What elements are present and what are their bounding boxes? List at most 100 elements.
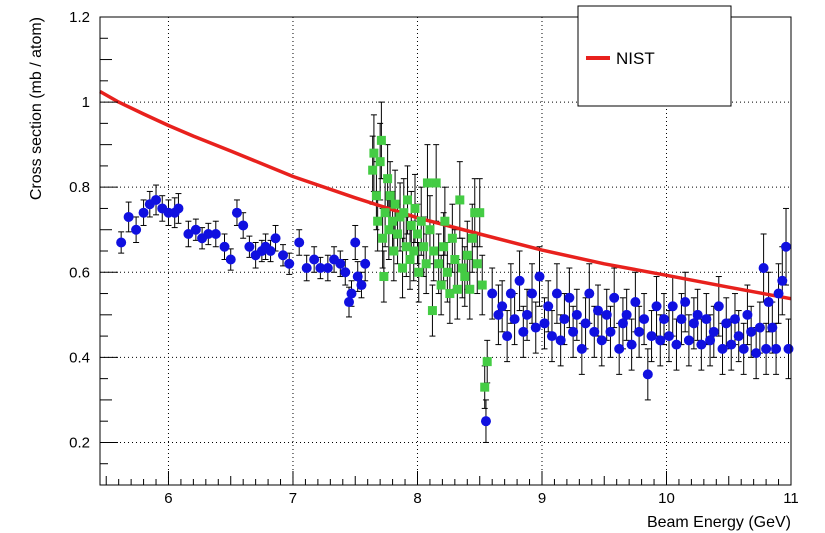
data-point-circle [688, 318, 699, 329]
data-point-circle [322, 263, 333, 274]
data-point-square [431, 178, 441, 188]
data-point-circle [646, 331, 657, 342]
data-point-square [422, 178, 432, 188]
data-point-circle [593, 305, 604, 316]
y-tick-label: 0.8 [69, 179, 90, 196]
data-point-circle [589, 326, 600, 337]
data-point-square [440, 216, 450, 226]
data-point-square [376, 135, 386, 145]
data-point-square [412, 229, 422, 239]
x-tick-label: 9 [538, 490, 546, 507]
data-point-circle [701, 314, 712, 325]
data-point-circle [580, 318, 591, 329]
x-tick-labels: 6 7 8 9 10 11 [164, 490, 798, 507]
data-point-circle [655, 335, 666, 346]
data-point-circle [663, 331, 674, 342]
data-point-circle [659, 314, 670, 325]
data-point-circle [721, 318, 732, 329]
data-point-circle [350, 237, 361, 248]
data-point-circle [244, 241, 255, 252]
nist-line [99, 89, 792, 301]
data-point-square [447, 233, 457, 243]
data-point-circle [758, 263, 769, 274]
data-point-circle [571, 309, 582, 320]
error-bars [118, 101, 792, 443]
data-point-circle [509, 314, 520, 325]
data-point-circle [360, 258, 371, 269]
data-point-square [375, 157, 385, 167]
y-axis-label: Cross section (mb / atom) [28, 17, 45, 200]
data-point-square [416, 216, 426, 226]
data-point-circle [742, 309, 753, 320]
data-point-circle [138, 207, 149, 218]
data-point-square [465, 284, 475, 294]
data-point-circle [651, 301, 662, 312]
data-point-circle [713, 301, 724, 312]
data-point-circle [131, 224, 142, 235]
data-point-circle [761, 343, 772, 354]
x-axis-label: Beam Energy (GeV) [647, 514, 791, 531]
data-point-circle [480, 416, 491, 427]
data-point-square [380, 208, 390, 218]
data-point-circle [609, 292, 620, 303]
data-point-square [429, 246, 439, 256]
data-point-circle [696, 339, 707, 350]
data-point-circle [278, 250, 289, 261]
data-point-circle [617, 318, 628, 329]
data-point-circle [210, 228, 221, 239]
data-point-circle [614, 343, 625, 354]
data-point-circle [746, 326, 757, 337]
data-point-circle [551, 288, 562, 299]
data-point-square [378, 233, 388, 243]
data-point-circle [340, 267, 351, 278]
data-point-circle [605, 326, 616, 337]
data-point-square [477, 280, 487, 290]
data-point-square [457, 263, 467, 273]
data-point-square [482, 357, 492, 367]
y-tick-label: 0.6 [69, 264, 90, 281]
data-point-circle [346, 288, 357, 299]
data-point-circle [534, 271, 545, 282]
data-point-circle [487, 288, 498, 299]
data-point-square [373, 216, 383, 226]
data-point-square [472, 259, 482, 269]
data-point-square [452, 284, 462, 294]
data-point-square [445, 289, 455, 299]
data-point-circle [309, 254, 320, 265]
y-tick-label: 0.4 [69, 349, 90, 366]
data-point-circle [559, 314, 570, 325]
data-point-circle [634, 326, 645, 337]
data-point-square [434, 259, 444, 269]
data-point-square [383, 174, 393, 184]
data-point-circle [497, 301, 508, 312]
data-point-circle [576, 343, 587, 354]
data-point-circle [265, 246, 276, 256]
legend-label-nist: NIST [616, 49, 655, 68]
data-point-square [410, 203, 420, 213]
data-point-circle [781, 241, 792, 252]
data-point-circle [601, 309, 612, 320]
data-point-circle [733, 331, 744, 342]
data-point-circle [630, 297, 641, 308]
data-point-circle [518, 326, 529, 337]
data-point-circle [621, 309, 632, 320]
data-point-circle [116, 237, 127, 248]
data-point-circle [151, 194, 162, 205]
data-point-circle [344, 297, 355, 308]
data-point-circle [767, 322, 778, 333]
nist-curve [99, 89, 792, 301]
data-point-circle [771, 343, 782, 354]
data-point-square [439, 242, 449, 252]
data-point-circle [705, 335, 716, 346]
data-point-circle [738, 343, 749, 354]
data-point-circle [555, 335, 566, 346]
data-point-square [389, 246, 399, 256]
data-point-circle [639, 314, 650, 325]
y-tick-label: 1.2 [69, 9, 90, 26]
data-point-circle [238, 220, 249, 231]
data-point-circle [530, 322, 541, 333]
data-point-circle [596, 335, 607, 346]
y-tick-label: 1 [82, 94, 90, 111]
data-point-circle [777, 275, 788, 286]
data-point-circle [763, 297, 774, 308]
